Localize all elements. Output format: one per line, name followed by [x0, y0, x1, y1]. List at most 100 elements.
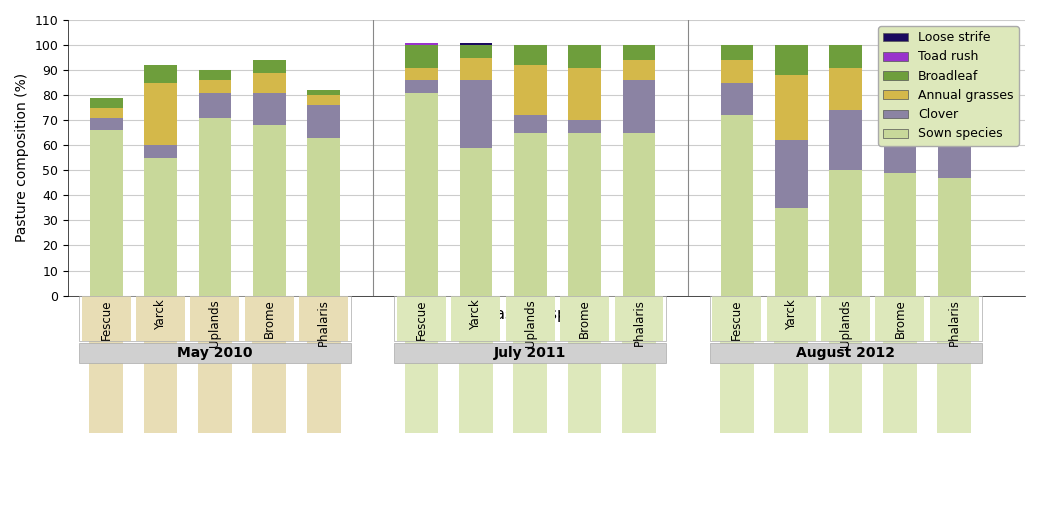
- Bar: [89, 130, 123, 295]
- Bar: [938, 45, 970, 68]
- Legend: Loose strife, Toad rush, Broadleaf, Annual grasses, Clover, Sown species: Loose strife, Toad rush, Broadleaf, Annu…: [878, 26, 1019, 145]
- Bar: [406, 80, 438, 92]
- Bar: [775, 140, 807, 208]
- Bar: [938, 178, 970, 295]
- Text: July 2011: July 2011: [494, 346, 567, 360]
- Bar: [829, 110, 862, 170]
- Bar: [623, 80, 655, 133]
- Bar: [198, 295, 232, 433]
- Bar: [406, 45, 438, 68]
- Bar: [144, 295, 178, 433]
- Bar: [460, 148, 492, 295]
- Text: Uplands: Uplands: [839, 299, 852, 347]
- Bar: [623, 60, 655, 80]
- FancyBboxPatch shape: [822, 295, 870, 341]
- Bar: [623, 45, 655, 60]
- Bar: [568, 45, 601, 68]
- Text: May 2010: May 2010: [177, 346, 253, 360]
- Bar: [145, 158, 177, 295]
- Bar: [253, 60, 286, 73]
- FancyBboxPatch shape: [709, 343, 982, 363]
- FancyBboxPatch shape: [712, 295, 761, 341]
- Text: Uplands: Uplands: [208, 299, 222, 347]
- Bar: [145, 145, 177, 158]
- Bar: [308, 138, 340, 295]
- Bar: [199, 70, 231, 80]
- FancyBboxPatch shape: [876, 295, 925, 341]
- Bar: [514, 65, 547, 115]
- FancyBboxPatch shape: [300, 295, 348, 341]
- FancyBboxPatch shape: [561, 295, 609, 341]
- Bar: [460, 80, 492, 148]
- Bar: [459, 295, 493, 433]
- Bar: [721, 60, 753, 83]
- Bar: [308, 90, 340, 95]
- FancyBboxPatch shape: [615, 295, 664, 341]
- Bar: [253, 295, 286, 433]
- Bar: [720, 295, 754, 433]
- Text: Uplands: Uplands: [524, 299, 537, 347]
- FancyBboxPatch shape: [930, 295, 979, 341]
- Bar: [938, 123, 970, 178]
- Bar: [568, 120, 601, 133]
- Bar: [623, 133, 655, 295]
- Text: Brome: Brome: [263, 299, 276, 338]
- Bar: [89, 108, 123, 118]
- Bar: [308, 105, 340, 138]
- FancyBboxPatch shape: [397, 295, 446, 341]
- Text: Phalaris: Phalaris: [632, 299, 646, 346]
- Text: Fescue: Fescue: [100, 299, 112, 340]
- Text: Yarck: Yarck: [154, 299, 167, 330]
- Bar: [884, 45, 916, 70]
- Bar: [775, 45, 807, 75]
- Bar: [406, 92, 438, 295]
- Bar: [308, 95, 340, 105]
- Bar: [938, 68, 970, 123]
- Bar: [89, 118, 123, 130]
- Bar: [721, 45, 753, 60]
- Bar: [406, 42, 438, 45]
- Bar: [514, 295, 547, 433]
- Bar: [253, 125, 286, 295]
- FancyBboxPatch shape: [136, 295, 185, 341]
- Text: Phalaris: Phalaris: [317, 299, 330, 346]
- Text: August 2012: August 2012: [796, 346, 895, 360]
- Text: Yarck: Yarck: [469, 299, 483, 330]
- Text: Fescue: Fescue: [730, 299, 744, 340]
- FancyBboxPatch shape: [505, 295, 554, 341]
- FancyBboxPatch shape: [244, 295, 293, 341]
- Bar: [406, 68, 438, 80]
- Bar: [405, 295, 439, 433]
- Bar: [199, 118, 231, 295]
- Bar: [622, 295, 656, 433]
- Bar: [199, 92, 231, 118]
- Bar: [884, 173, 916, 295]
- Bar: [514, 45, 547, 65]
- Bar: [829, 295, 862, 433]
- Bar: [460, 42, 492, 45]
- Bar: [937, 295, 971, 433]
- Bar: [145, 65, 177, 83]
- Bar: [775, 75, 807, 140]
- Bar: [829, 45, 862, 68]
- Text: Brome: Brome: [578, 299, 591, 338]
- Bar: [775, 208, 807, 295]
- Bar: [568, 68, 601, 120]
- Text: Fescue: Fescue: [415, 299, 428, 340]
- FancyBboxPatch shape: [394, 343, 667, 363]
- Bar: [89, 295, 123, 433]
- Bar: [307, 295, 340, 433]
- Text: Phalaris: Phalaris: [947, 299, 961, 346]
- Text: Brome: Brome: [893, 299, 907, 338]
- FancyBboxPatch shape: [451, 295, 500, 341]
- Bar: [721, 83, 753, 115]
- Bar: [568, 295, 601, 433]
- Y-axis label: Pasture composition (%): Pasture composition (%): [15, 73, 29, 242]
- Bar: [460, 45, 492, 58]
- Bar: [89, 97, 123, 108]
- FancyBboxPatch shape: [766, 295, 815, 341]
- Bar: [568, 133, 601, 295]
- Bar: [829, 170, 862, 295]
- FancyBboxPatch shape: [190, 295, 239, 341]
- Bar: [199, 80, 231, 92]
